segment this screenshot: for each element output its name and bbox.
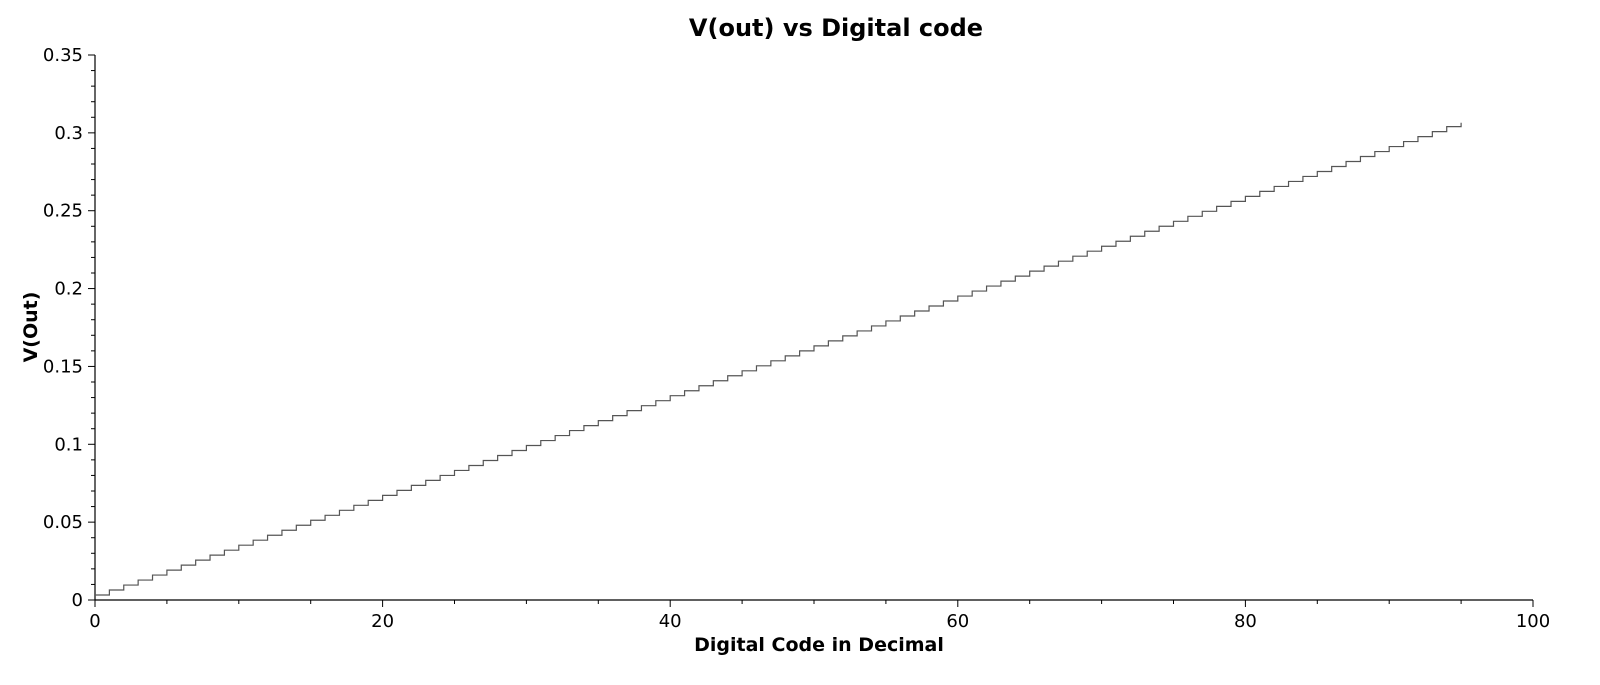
y-tick-label: 0.15 (43, 356, 83, 377)
x-tick-label: 0 (89, 611, 100, 632)
x-tick-label: 80 (1234, 611, 1257, 632)
y-tick-label: 0.3 (54, 123, 83, 144)
x-tick-label: 60 (946, 611, 969, 632)
x-axis-label: Digital Code in Decimal (694, 634, 944, 656)
y-tick-label: 0.05 (43, 512, 83, 533)
y-tick-label: 0.35 (43, 45, 83, 66)
chart-title: V(out) vs Digital code (689, 14, 983, 42)
y-tick-label: 0.2 (54, 279, 83, 300)
tick-labels: 0 20 40 60 80 100 0 0.05 0.1 0.15 0.2 0.25 0.3 0.35 (43, 45, 1550, 632)
y-axis-label: V(Out) (20, 292, 42, 363)
x-tick-label: 100 (1516, 611, 1550, 632)
x-tick-label: 20 (371, 611, 394, 632)
series-group (95, 122, 1462, 596)
y-tick-label: 0.1 (54, 434, 83, 455)
tick-marks (88, 54, 1534, 607)
y-tick-label: 0.25 (43, 201, 83, 222)
x-tick-label: 40 (659, 611, 682, 632)
series-line (95, 122, 1462, 596)
y-tick-label: 0 (72, 590, 83, 611)
